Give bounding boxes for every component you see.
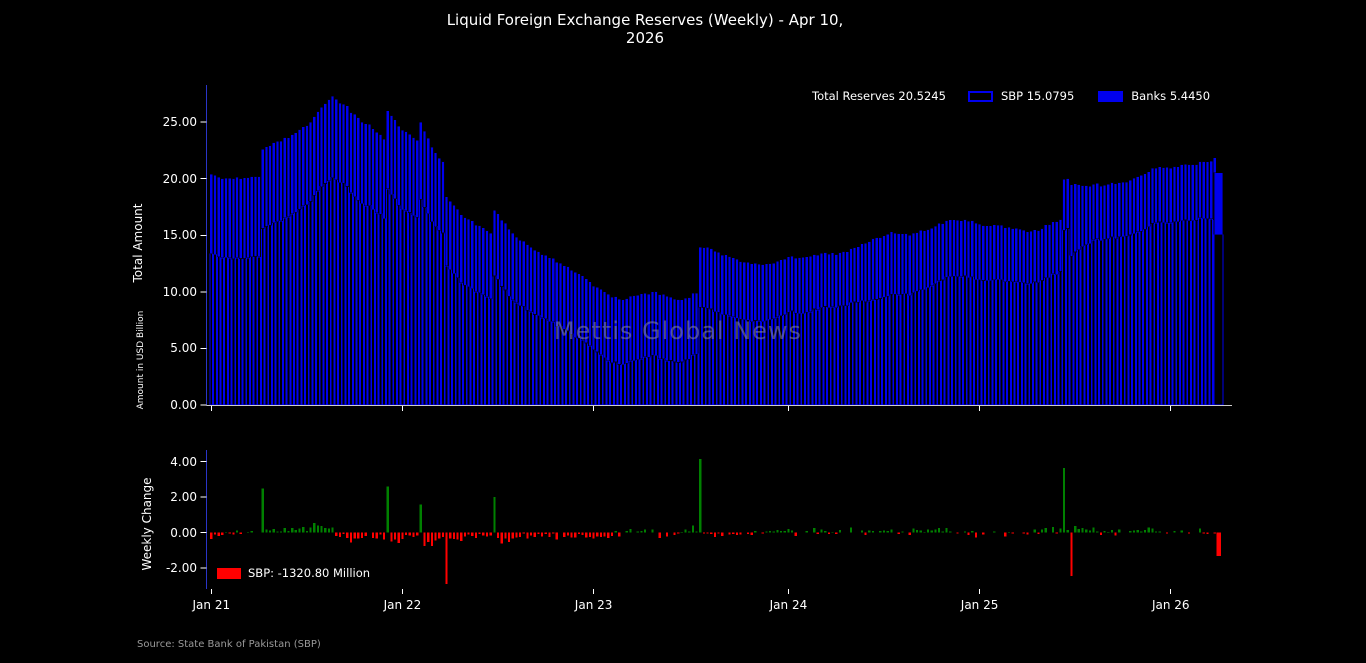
- bottom-y-tick-label: 2.00: [170, 490, 197, 505]
- sbp-legend-swatch-icon: [967, 90, 993, 102]
- axes-spines: [200, 85, 1232, 594]
- top-y-tick-label: 0.00: [170, 398, 197, 412]
- chart-title: Liquid Foreign Exchange Reserves (Weekly…: [446, 11, 844, 47]
- banks-legend-swatch-icon: [1098, 90, 1124, 102]
- legend-total-reserves-label: Total Reserves 20.5245: [812, 89, 946, 103]
- top-y-tick-label: 25.00: [162, 115, 197, 130]
- top-y-tick-label: 10.00: [162, 284, 197, 299]
- bottom-y-tick-label: -2.00: [165, 561, 197, 576]
- legend-sbp-label: SBP 15.0795: [1000, 89, 1075, 103]
- sbp-change-legend-swatch-icon: [217, 568, 241, 579]
- bottom-y-tick-label: 0.00: [170, 525, 197, 540]
- top-y-tick-label: 15.00: [162, 228, 197, 243]
- x-tick-label: Jan 24: [769, 598, 808, 612]
- weekly-change-bars: [210, 459, 1221, 585]
- reserves-bars: [209, 95, 1224, 406]
- x-tick-label: Jan 25: [960, 598, 999, 612]
- top-y-axis-label: Total Amount: [131, 203, 145, 283]
- bottom-y-tick-label: 4.00: [170, 454, 197, 469]
- bottom-legend-label: SBP: -1320.80 Million: [248, 566, 371, 580]
- top-legend: Total Reserves 20.5245 SBP 15.0795 Banks…: [812, 89, 1210, 103]
- legend-banks-label: Banks 5.4450: [1131, 89, 1211, 103]
- x-tick-label: Jan 26: [1151, 598, 1190, 612]
- x-tick-label: Jan 21: [192, 598, 231, 612]
- source-note: Source: State Bank of Pakistan (SBP): [137, 639, 321, 650]
- x-tick-label: Jan 22: [383, 598, 422, 612]
- top-y-tick-label: 20.00: [162, 171, 197, 186]
- top-y-tick-label: 5.00: [170, 341, 197, 356]
- x-tick-label: Jan 23: [574, 598, 613, 612]
- top-y-axis-sublabel: Amount in USD Billion: [136, 310, 146, 410]
- watermark: Mettis Global News: [553, 317, 803, 345]
